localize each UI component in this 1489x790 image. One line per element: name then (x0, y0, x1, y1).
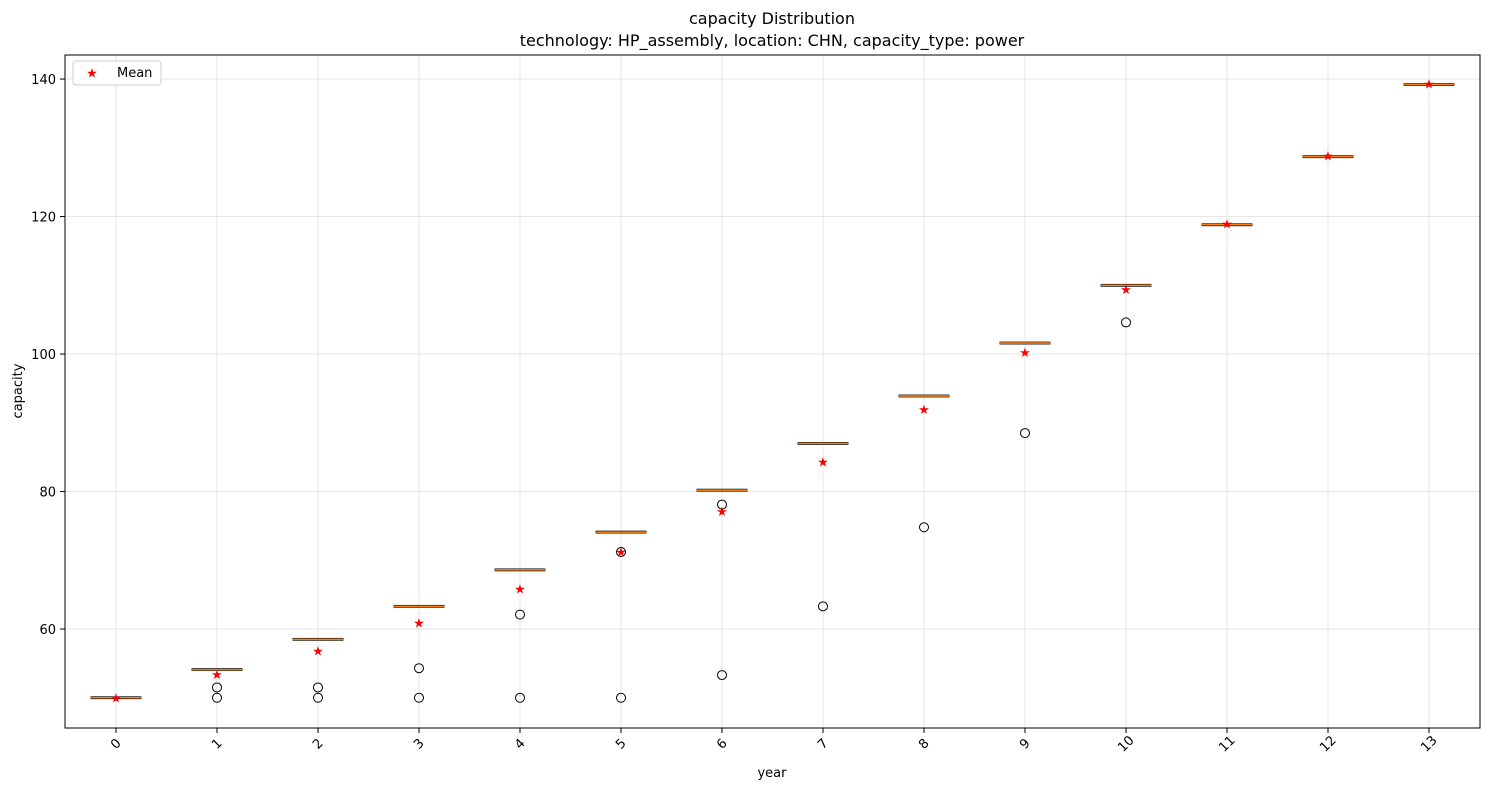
x-tick-label: 13 (1418, 733, 1440, 755)
x-axis: 0 1 2 3 4 5 6 7 8 9 10 11 12 13 (108, 728, 1441, 756)
outlier-point (414, 692, 424, 703)
x-tick-label: 6 (714, 736, 730, 752)
legend-mean-marker: ★ (86, 67, 98, 82)
x-tick-label: 8 (916, 736, 932, 752)
mean-marker: ★ (413, 616, 425, 631)
outlier-point (717, 499, 727, 510)
mean-marker: ★ (716, 505, 728, 520)
mean-marker: ★ (110, 691, 122, 706)
outlier-point (818, 601, 828, 612)
outlier-point (1121, 317, 1131, 328)
y-tick-label: 100 (31, 348, 56, 363)
y-tick-label: 140 (31, 73, 56, 88)
y-tick-label: 60 (39, 623, 56, 638)
x-tick-label: 0 (108, 736, 124, 752)
x-tick-label: 2 (310, 736, 326, 752)
outlier-point (616, 692, 626, 703)
legend-mean-label: Mean (117, 66, 152, 81)
mean-marker: ★ (1120, 283, 1132, 298)
mean-marker: ★ (817, 455, 829, 470)
x-axis-label: year (757, 766, 787, 781)
mean-marker: ★ (615, 546, 627, 561)
outlier-point (515, 609, 525, 620)
outlier-point (515, 692, 525, 703)
outlier-point (414, 663, 424, 674)
outlier-point (919, 522, 929, 533)
chart-title: capacity Distribution (689, 9, 855, 28)
x-tick-label: 11 (1216, 733, 1238, 755)
legend: ★ Mean (72, 60, 162, 86)
y-axis: 60 80 100 120 140 (31, 73, 65, 638)
x-tick-label: 10 (1115, 733, 1137, 755)
outlier-point (313, 682, 323, 693)
x-tick-label: 4 (512, 736, 528, 752)
mean-marker: ★ (1019, 346, 1031, 361)
mean-marker: ★ (1423, 77, 1435, 92)
outlier-point (212, 692, 222, 703)
outlier-point (212, 682, 222, 693)
mark-layer: ★ ★ ★ ★ ★ ★ ★ ★ ★ ★ ★ ★ ★ ★ (110, 77, 1435, 706)
y-tick-label: 80 (39, 486, 56, 501)
mean-marker: ★ (211, 668, 223, 683)
x-tick-label: 5 (613, 736, 629, 752)
x-tick-label: 12 (1317, 733, 1339, 755)
x-tick-label: 3 (411, 736, 427, 752)
y-tick-label: 120 (31, 211, 56, 226)
mean-marker: ★ (312, 645, 324, 660)
chart-subtitle: technology: HP_assembly, location: CHN, … (520, 31, 1025, 51)
mean-marker: ★ (1221, 218, 1233, 233)
x-tick-label: 9 (1017, 736, 1033, 752)
outlier-point (717, 670, 727, 681)
legend-box (72, 60, 162, 86)
outlier-point (1020, 428, 1030, 439)
plot-frame (64, 54, 1481, 729)
x-tick-label: 7 (815, 736, 831, 752)
mean-marker: ★ (1322, 150, 1334, 165)
y-axis-label: capacity (11, 363, 26, 418)
x-tick-label: 1 (209, 736, 225, 752)
mean-marker: ★ (918, 403, 930, 418)
outlier-point (313, 692, 323, 703)
grid-layer (65, 55, 1480, 728)
outlier-point (616, 547, 626, 558)
box-layer (90, 83, 1455, 700)
mean-marker: ★ (514, 583, 526, 598)
